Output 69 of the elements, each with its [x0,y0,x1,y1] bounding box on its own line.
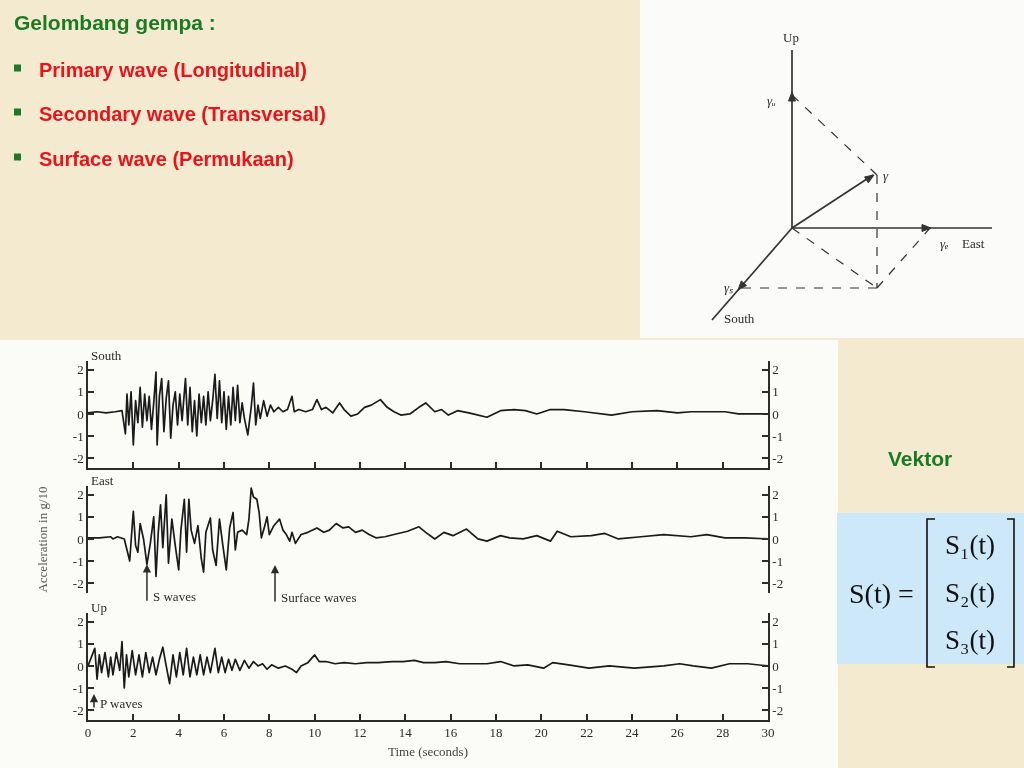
text: γₑ [940,236,949,251]
text: South [724,311,755,326]
annotation: S waves [153,589,196,604]
y-tick-label: -2 [72,702,84,718]
x-tick-label: 22 [580,725,594,741]
y-tick-label: 0 [77,658,84,674]
chart-title: Up [91,600,107,615]
x-tick-label: 8 [266,725,273,741]
text: γᵤ [767,93,777,108]
x-axis-title: Time (seconds) [387,744,469,760]
x-tick-label: 30 [761,725,775,741]
y2-tick-label: -2 [772,702,784,718]
x-tick-label: 28 [716,725,730,741]
y-tick-label: 1 [77,509,84,525]
x-tick-label: 4 [175,725,183,741]
text: Up [783,30,799,45]
text: S₁(t) [945,530,995,560]
x-tick-label: 14 [398,725,413,741]
y-axis-title: Acceleration in g/10 [35,486,51,593]
y2-tick-label: 1 [772,509,779,525]
y-tick-label: 2 [77,614,84,630]
text: Secondary wave (Transversal) [39,103,326,125]
text: Vektor [888,447,953,470]
y2-tick-label: -1 [772,428,784,444]
text: Gelombang gempa : [14,11,216,34]
annotation: P waves [100,696,143,711]
y2-tick-label: -2 [772,575,784,591]
y-tick-label: -1 [72,680,84,696]
text: East [962,236,985,251]
x-tick-label: 20 [534,725,548,741]
text: S₂(t) [945,578,995,608]
y-tick-label: 1 [77,636,84,652]
y-tick-label: -2 [72,450,84,466]
y-tick-label: -2 [72,575,84,591]
x-tick-label: 16 [444,725,458,741]
x-tick-label: 10 [308,725,322,741]
y2-tick-label: 0 [772,658,779,674]
y-tick-label: -1 [72,428,84,444]
y-tick-label: -1 [72,553,84,569]
y2-tick-label: -2 [772,450,784,466]
y2-tick-label: 2 [772,362,779,378]
y2-tick-label: 0 [772,531,779,547]
y2-tick-label: -1 [772,680,784,696]
y2-tick-label: 2 [772,614,779,630]
x-tick-label: 26 [670,725,685,741]
y-tick-label: 2 [77,362,84,378]
text: S₃(t) [945,625,995,655]
x-tick-label: 2 [130,725,137,741]
annotation: Surface waves [281,590,357,605]
x-tick-label: 12 [353,725,367,741]
y2-tick-label: -1 [772,553,784,569]
y-tick-label: 1 [77,384,84,400]
y2-tick-label: 1 [772,384,779,400]
text: S(t) = [849,578,914,609]
x-tick-label: 18 [489,725,503,741]
y-tick-label: 0 [77,531,84,547]
chart-title: South [91,348,122,363]
y2-tick-label: 1 [772,636,779,652]
y-tick-label: 2 [77,487,84,503]
y2-tick-label: 2 [772,487,779,503]
y2-tick-label: 0 [772,406,779,422]
text: γ [883,168,889,183]
x-tick-label: 6 [220,725,228,741]
text: Primary wave (Longitudinal) [39,59,307,81]
chart-title: East [91,473,114,488]
text: Surface wave (Permukaan) [39,148,294,170]
x-tick-label: 24 [625,725,639,741]
y-tick-label: 0 [77,406,84,422]
text: γₛ [724,280,735,295]
